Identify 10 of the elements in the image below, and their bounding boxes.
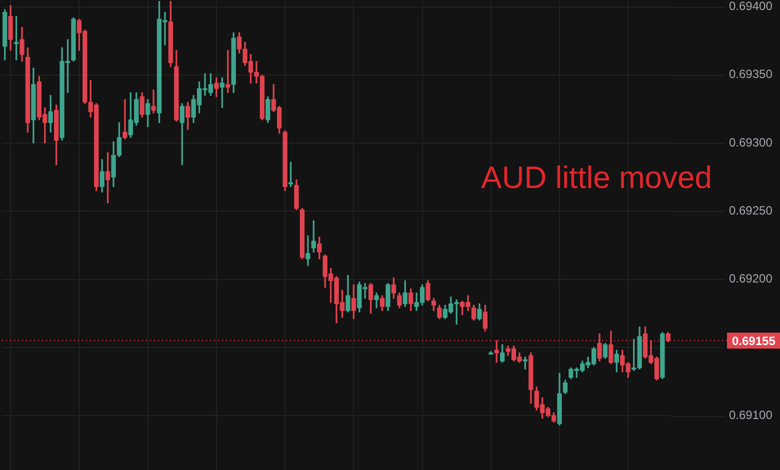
annotation: AUD little moved xyxy=(481,160,712,195)
y-tick-label: 0.69400 xyxy=(729,0,773,14)
candlestick xyxy=(151,90,156,114)
y-tick-label: 0.69300 xyxy=(729,135,773,150)
y-tick-label: 0.69200 xyxy=(729,272,773,286)
y-tick-label: 0.69100 xyxy=(729,408,773,422)
y-tick-label: 0.69350 xyxy=(729,67,773,82)
ref-line-label: 0.69155 xyxy=(732,334,776,348)
y-tick-label: 0.69250 xyxy=(729,203,773,218)
candlestick xyxy=(122,99,128,140)
